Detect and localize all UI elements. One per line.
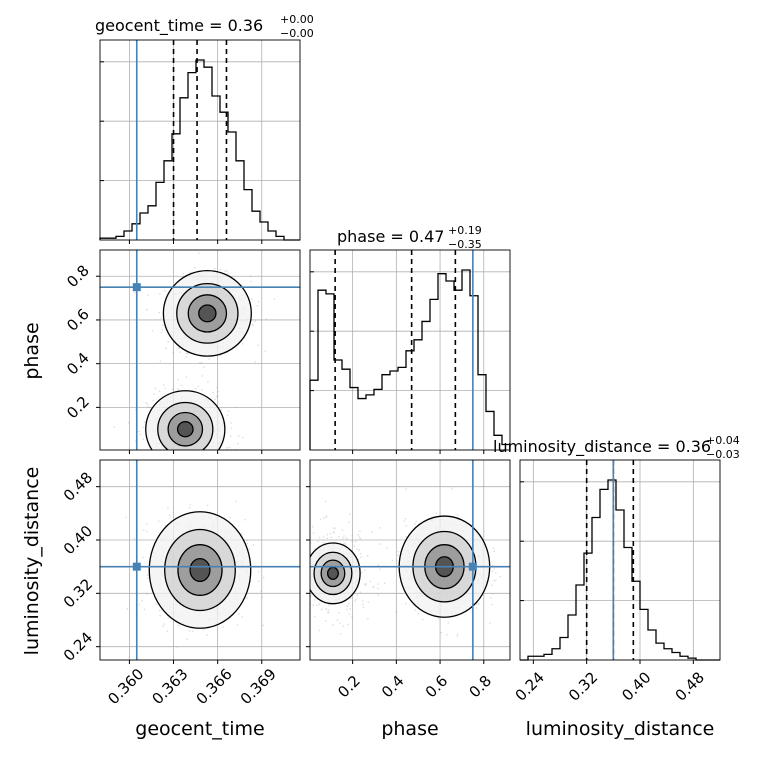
contour-line [320, 559, 346, 588]
title-phase-plus: +0.19 [448, 224, 482, 237]
contour-line [198, 304, 217, 323]
x-tick-label: 0.366 [193, 665, 236, 708]
title-geocent-time-plus: +0.00 [280, 13, 314, 26]
scatter-points [125, 500, 265, 648]
x-tick-label: 0.48 [672, 668, 708, 704]
contour-line [189, 557, 211, 583]
x-axis-label-phase: phase [381, 718, 438, 740]
x-tick-label: 0.2 [334, 672, 364, 702]
y-axis-label-phase: phase [21, 322, 43, 379]
x-tick-label: 0.6 [422, 672, 452, 702]
contour-line [167, 411, 204, 447]
x-tick-label: 0.8 [465, 672, 495, 702]
title-luminosity-distance: luminosity_distance = 0.36 +0.04 −0.03 [493, 434, 740, 461]
contour-line [157, 401, 214, 450]
density-layer [310, 487, 510, 637]
scatter-luminosity-distance-vs-geocent-time-panel [96, 459, 301, 664]
y-axis-label-luminosity-distance: luminosity_distance [21, 467, 43, 656]
x-axis-label-luminosity-distance: luminosity_distance [526, 718, 715, 740]
y-tick-label: 0.6 [63, 305, 93, 335]
x-tick-label: 0.32 [565, 668, 601, 704]
hist-geocent-time-panel [99, 39, 301, 244]
truth-marker [132, 562, 141, 571]
x-tick-labels: 0.360 0.363 0.366 0.369 0.2 0.4 0.6 0.8 0.24 0.32… [104, 665, 708, 708]
y-tick-label: 0.4 [63, 349, 93, 379]
y-tick-label: 0.48 [60, 468, 96, 504]
y-tick-label: 0.24 [60, 628, 96, 664]
contour-line [310, 542, 361, 605]
histogram-step-line [520, 479, 720, 661]
y-tick-labels: 0.2 0.4 0.6 0.8 0.24 0.32 0.40 0.48 [60, 261, 96, 664]
contour-line [187, 294, 228, 333]
density-layer [113, 252, 276, 450]
contour-line [176, 283, 239, 344]
title-luminosity-distance-minus: −0.03 [706, 448, 740, 461]
hist-luminosity-distance-panel [519, 459, 721, 664]
title-phase: phase = 0.47 +0.19 −0.35 [337, 224, 482, 251]
density-level [190, 558, 210, 582]
panel-frame [309, 459, 511, 661]
x-tick-label: 0.360 [104, 665, 147, 708]
scatter-phase-vs-geocent-time-panel [96, 249, 301, 454]
svg-text:phase = 0.47: phase = 0.47 [337, 227, 444, 246]
histogram-step-line [99, 59, 300, 241]
title-luminosity-distance-plus: +0.04 [706, 434, 740, 447]
panel-frame [309, 249, 511, 451]
y-tick-label: 0.2 [63, 393, 93, 423]
contour-line [148, 511, 252, 629]
x-tick-label: 0.363 [148, 665, 191, 708]
contour-line [176, 421, 194, 438]
x-tick-label: 0.369 [237, 665, 280, 708]
x-tick-label: 0.40 [618, 668, 654, 704]
contour-line [145, 390, 226, 450]
scatter-luminosity-distance-vs-phase-panel [306, 459, 511, 664]
panel-frame [99, 249, 301, 451]
panel-frame [99, 459, 301, 661]
y-tick-label: 0.32 [60, 575, 96, 611]
y-tick-label: 0.8 [63, 261, 93, 291]
contour-line [313, 551, 353, 596]
panel-frame [99, 39, 301, 241]
scatter-points [113, 252, 276, 450]
density-level [327, 567, 339, 580]
svg-text:luminosity_distance = 0.36: luminosity_distance = 0.36 [493, 437, 711, 457]
y-tick-label: 0.40 [60, 522, 96, 558]
panel-frame [519, 459, 721, 661]
truth-marker [132, 283, 141, 292]
hist-phase-panel [309, 249, 511, 454]
contour-line [164, 528, 236, 612]
x-tick-label: 0.24 [512, 668, 548, 704]
density-layer [125, 500, 265, 648]
title-geocent-time-minus: −0.00 [280, 27, 314, 40]
histogram-step-line [309, 269, 511, 450]
svg-text:geocent_time = 0.36: geocent_time = 0.36 [95, 16, 263, 36]
title-phase-minus: −0.35 [448, 238, 482, 251]
density-level [198, 305, 216, 322]
truth-marker [468, 562, 477, 571]
contour-line [162, 270, 252, 357]
x-axis-label-geocent-time: geocent_time [135, 718, 264, 740]
title-geocent-time: geocent_time = 0.36 +0.00 −0.00 [95, 13, 314, 40]
contour-line [177, 544, 223, 596]
density-level [177, 421, 194, 437]
x-tick-label: 0.4 [378, 672, 408, 702]
